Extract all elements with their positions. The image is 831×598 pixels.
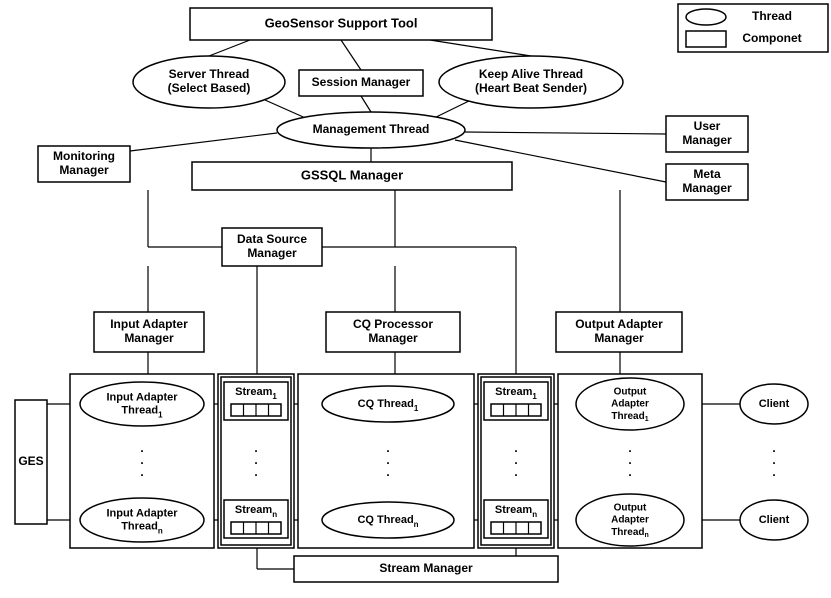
svg-text:Data Source: Data Source	[237, 232, 307, 246]
svg-text:Input Adapter: Input Adapter	[110, 317, 188, 331]
svg-text:.: .	[140, 465, 143, 479]
svg-text:.: .	[772, 465, 775, 479]
svg-text:Manager: Manager	[247, 246, 297, 260]
svg-text:GES: GES	[18, 454, 43, 468]
svg-text:User: User	[694, 119, 721, 133]
svg-text:Manager: Manager	[368, 331, 418, 345]
svg-text:Input Adapter: Input Adapter	[106, 507, 178, 519]
svg-text:Manager: Manager	[59, 163, 109, 177]
svg-text:Client: Client	[759, 398, 790, 410]
svg-text:Stream Manager: Stream Manager	[379, 561, 473, 575]
svg-text:Componet: Componet	[742, 31, 801, 45]
svg-text:Session Manager: Session Manager	[312, 75, 411, 89]
svg-text:Manager: Manager	[682, 181, 732, 195]
svg-text:Thread: Thread	[752, 9, 792, 23]
svg-text:.: .	[386, 465, 389, 479]
svg-text:.: .	[514, 465, 517, 479]
architecture-diagram: GeoSensor Support Tool Server Thread(Sele…	[0, 0, 831, 598]
svg-text:Thread1: Thread1	[611, 411, 648, 424]
svg-text:Manager: Manager	[124, 331, 174, 345]
svg-text:(Select Based): (Select Based)	[168, 81, 251, 95]
svg-text:Adapter: Adapter	[611, 515, 649, 526]
svg-text:Server Thread: Server Thread	[169, 67, 250, 81]
svg-text:Manager: Manager	[594, 331, 644, 345]
svg-text:Output: Output	[614, 503, 647, 514]
svg-text:CQ Processor: CQ Processor	[353, 317, 433, 331]
svg-text:Output: Output	[614, 387, 647, 398]
svg-text:Keep Alive Thread: Keep Alive Thread	[479, 67, 583, 81]
svg-text:Meta: Meta	[693, 167, 721, 181]
svg-text:Threadn: Threadn	[611, 527, 649, 540]
svg-text:Client: Client	[759, 514, 790, 526]
svg-text:GeoSensor Support Tool: GeoSensor Support Tool	[265, 15, 418, 30]
svg-text:Management Thread: Management Thread	[313, 122, 430, 136]
svg-text:Manager: Manager	[682, 133, 732, 147]
svg-text:Monitoring: Monitoring	[53, 149, 115, 163]
svg-text:.: .	[628, 465, 631, 479]
svg-text:Output Adapter: Output Adapter	[575, 317, 663, 331]
svg-text:(Heart Beat Sender): (Heart Beat Sender)	[475, 81, 587, 95]
svg-text:GSSQL Manager: GSSQL Manager	[301, 167, 403, 182]
svg-text:.: .	[254, 465, 257, 479]
svg-text:Adapter: Adapter	[611, 399, 649, 410]
svg-text:Input Adapter: Input Adapter	[106, 391, 178, 403]
